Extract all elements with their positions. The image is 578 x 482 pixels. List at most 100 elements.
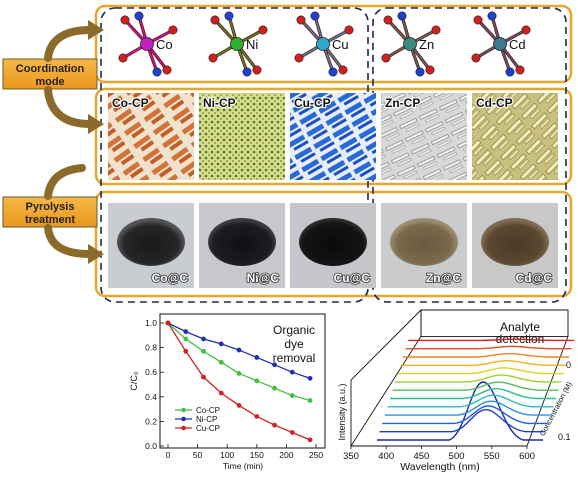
- metal-label-ni: Ni: [246, 37, 258, 52]
- row-frame-crystals: [94, 87, 573, 186]
- powder-pile: [299, 218, 367, 266]
- analyte-detection-chart: 350 400 450 500 550 600 Wavelength (nm) Intensi…: [337, 308, 575, 473]
- dye-removal-chart: 0.0 0.2 0.4 0.6 0.8 1.0 0 50 100 150 200 250 Time (m…: [129, 313, 326, 471]
- crystal-photo: [381, 93, 467, 180]
- arrow-down-coordination: [44, 86, 94, 128]
- x-axis-label: Time (min): [223, 461, 263, 471]
- x-tick-label: 350: [343, 451, 359, 462]
- data-point: [272, 362, 277, 368]
- y-axis-label: C/C₀: [129, 371, 139, 390]
- legend-label-ni-cp: Ni-CP: [196, 415, 217, 424]
- data-point: [218, 359, 224, 365]
- data-point: [236, 403, 242, 408]
- y-axis-label: Intensity (a.u.): [337, 383, 347, 440]
- molecule-co: Co: [118, 11, 178, 77]
- nitrogen-atom: [152, 67, 162, 77]
- oxygen-atom: [120, 15, 130, 25]
- nitrogen-atom: [487, 11, 497, 21]
- data-point: [289, 393, 295, 398]
- metal-atom-cd: [493, 37, 507, 51]
- data-point: [307, 398, 313, 403]
- crystal-photo: [108, 93, 194, 180]
- oxygen-atom: [162, 65, 172, 75]
- plot-frame: [159, 313, 326, 449]
- oxygen-atom: [118, 53, 128, 63]
- y-tick-label: 0.0: [145, 441, 157, 451]
- carbon-tile-cd-at-c: Cd@C: [472, 203, 558, 288]
- nitrogen-atom: [397, 11, 407, 21]
- data-point: [272, 385, 277, 391]
- data-point: [201, 336, 206, 342]
- data-point: [201, 374, 206, 380]
- coordination-molecules: Co Ni Cu Zn Cd: [118, 11, 531, 77]
- spectrum-trace: [392, 381, 559, 391]
- metal-atom-co: [140, 37, 154, 51]
- arrow-down-pyrolysis: [44, 224, 94, 258]
- oxygen-atom: [296, 15, 306, 25]
- x-tick-label: 200: [279, 450, 293, 460]
- metal-label-cu: Cu: [332, 37, 349, 52]
- data-point: [165, 320, 171, 326]
- chart-title-line: Analyte: [500, 320, 540, 334]
- molecule-zn: Zn: [381, 11, 441, 77]
- crystal-tile-zn-cp: Zn-CP: [381, 93, 467, 180]
- x-tick-label: 50: [193, 450, 203, 460]
- nitrogen-atom: [242, 67, 252, 77]
- arrow-up-coordination: [44, 26, 94, 62]
- spectrum-trace: [395, 374, 562, 383]
- oxygen-atom: [338, 65, 348, 75]
- oxygen-atom: [521, 25, 531, 35]
- x-tick-label: 400: [378, 451, 394, 462]
- x-tick-label: 100: [220, 450, 234, 460]
- data-point: [201, 348, 206, 354]
- data-point: [254, 414, 260, 419]
- carbon-label-co-at-c: Co@C: [152, 271, 189, 285]
- data-point: [289, 430, 295, 435]
- series-cu-cp: [165, 320, 313, 443]
- oxygen-atom: [168, 25, 178, 35]
- metal-atom-cu: [316, 37, 330, 51]
- molecule-ni: Ni: [208, 11, 268, 77]
- series-co-cp: [165, 320, 313, 403]
- depth-axis-label: Concentration (M): [538, 380, 574, 438]
- chart-title-line: dye: [284, 337, 304, 351]
- carbon-tile-cu-at-c: Cu@C: [290, 203, 376, 288]
- oxygen-atom: [344, 25, 354, 35]
- chart-title-line: removal: [273, 351, 316, 365]
- crystal-label-co-cp: Co-CP: [112, 96, 149, 110]
- carbon-label-cd-at-c: Cd@C: [516, 271, 553, 285]
- arrowhead-up-coordination: [88, 20, 104, 40]
- arrowhead-down-coordination: [88, 114, 104, 134]
- data-point: [183, 336, 189, 342]
- oxygen-atom: [471, 53, 481, 63]
- metal-label-zn: Zn: [419, 37, 434, 52]
- chart-title-line: Organic: [273, 323, 315, 337]
- y-tick-label: 1.0: [145, 318, 157, 328]
- pyrolysis-treatment-label: Pyrolysis treatment: [2, 196, 98, 228]
- legend-label-co-cp: Co-CP: [196, 406, 220, 415]
- x-tick-label: 450: [413, 451, 429, 462]
- metal-atom-zn: [403, 37, 417, 51]
- crystal-tile-cd-cp: Cd-CP: [472, 93, 558, 180]
- powder-pile: [481, 218, 549, 266]
- oxygen-atom: [473, 15, 483, 25]
- x-axis-label: Wavelength (nm): [400, 461, 480, 473]
- data-point: [254, 378, 260, 384]
- spectrum-trace: [403, 352, 569, 358]
- x-tick-label: 250: [309, 450, 323, 460]
- crystal-label-zn-cp: Zn-CP: [385, 96, 420, 110]
- oxygen-atom: [381, 53, 391, 63]
- carbon-tile-co-at-c: Co@C: [108, 203, 194, 288]
- coordination-label-line1: Coordination: [16, 63, 85, 75]
- crystal-label-cu-cp: Cu-CP: [294, 96, 331, 110]
- spectrum-trace: [400, 359, 567, 366]
- legend-marker: [181, 416, 186, 422]
- dashed-group-co-ni-cu: [100, 7, 369, 303]
- x-tick-label: 150: [250, 450, 264, 460]
- nitrogen-atom: [134, 11, 144, 21]
- data-point: [183, 348, 189, 354]
- crystal-photo: [472, 93, 558, 180]
- x-tick-label: 0: [166, 450, 171, 460]
- oxygen-atom: [515, 65, 525, 75]
